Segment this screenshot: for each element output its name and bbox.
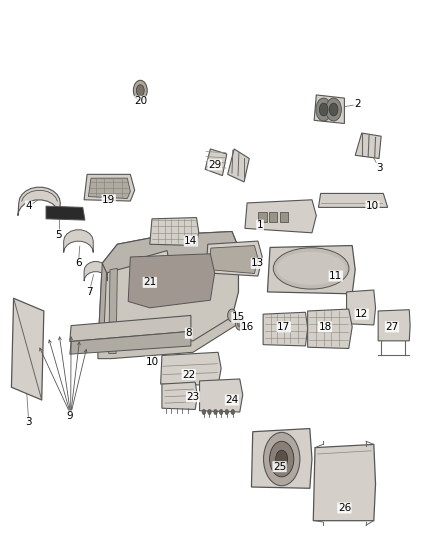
Circle shape (329, 103, 338, 116)
Text: 8: 8 (185, 328, 192, 338)
Polygon shape (355, 133, 381, 158)
Circle shape (219, 409, 223, 415)
Polygon shape (102, 231, 238, 273)
Polygon shape (205, 149, 227, 176)
Polygon shape (268, 246, 355, 294)
Text: 19: 19 (102, 195, 115, 205)
Polygon shape (245, 200, 316, 233)
Circle shape (136, 85, 144, 96)
Polygon shape (206, 241, 262, 276)
Polygon shape (228, 149, 249, 182)
Polygon shape (307, 309, 352, 349)
Polygon shape (128, 254, 215, 308)
Text: 20: 20 (134, 96, 148, 106)
Polygon shape (18, 187, 60, 216)
Polygon shape (263, 312, 307, 346)
Circle shape (134, 80, 147, 101)
Circle shape (231, 409, 235, 415)
Text: 16: 16 (240, 322, 254, 332)
Polygon shape (98, 231, 238, 356)
Circle shape (236, 317, 244, 330)
Text: 27: 27 (385, 322, 399, 332)
Circle shape (326, 98, 341, 121)
Circle shape (228, 309, 236, 322)
Text: 10: 10 (366, 201, 379, 211)
Polygon shape (209, 246, 258, 273)
Text: 7: 7 (86, 287, 92, 297)
Text: 4: 4 (25, 201, 32, 211)
Text: 12: 12 (355, 309, 368, 319)
Polygon shape (145, 251, 169, 284)
Text: 10: 10 (145, 357, 159, 367)
Polygon shape (346, 290, 375, 325)
Text: 22: 22 (182, 369, 195, 379)
Circle shape (276, 450, 288, 468)
Polygon shape (378, 310, 410, 341)
Circle shape (208, 409, 211, 415)
Text: 17: 17 (277, 322, 290, 332)
Polygon shape (98, 314, 238, 359)
Polygon shape (98, 263, 106, 352)
Ellipse shape (273, 248, 349, 289)
Text: 15: 15 (232, 312, 245, 322)
Polygon shape (200, 379, 243, 412)
Polygon shape (313, 445, 375, 521)
Text: 29: 29 (208, 160, 221, 170)
Circle shape (264, 432, 300, 486)
Text: 13: 13 (251, 259, 265, 268)
Text: 25: 25 (273, 462, 286, 472)
Polygon shape (70, 332, 191, 354)
Circle shape (202, 409, 205, 415)
Polygon shape (318, 193, 388, 207)
Polygon shape (84, 174, 134, 201)
Circle shape (225, 409, 229, 415)
Text: 23: 23 (187, 392, 200, 402)
Polygon shape (64, 230, 93, 253)
Ellipse shape (276, 252, 346, 285)
Text: 11: 11 (329, 271, 343, 281)
Polygon shape (84, 262, 107, 281)
Text: 26: 26 (338, 503, 351, 513)
Text: 5: 5 (56, 230, 62, 240)
Text: 2: 2 (354, 100, 361, 109)
Polygon shape (162, 382, 198, 409)
Polygon shape (161, 352, 221, 385)
Polygon shape (251, 429, 312, 488)
Polygon shape (88, 178, 131, 198)
Text: 3: 3 (25, 417, 32, 427)
Circle shape (214, 409, 217, 415)
Polygon shape (109, 269, 117, 353)
Text: 24: 24 (225, 395, 239, 405)
Polygon shape (70, 316, 191, 342)
Text: 3: 3 (376, 163, 382, 173)
Polygon shape (46, 206, 85, 220)
Polygon shape (11, 298, 44, 400)
Bar (269, 213, 277, 222)
Circle shape (237, 320, 242, 327)
Text: 21: 21 (143, 277, 156, 287)
Bar (279, 213, 288, 222)
Bar (258, 213, 267, 222)
Polygon shape (314, 95, 344, 124)
Polygon shape (150, 217, 199, 246)
Text: 1: 1 (257, 220, 263, 230)
Text: 6: 6 (75, 259, 82, 268)
Circle shape (316, 98, 332, 121)
Text: 14: 14 (184, 236, 198, 246)
Circle shape (319, 103, 328, 116)
Circle shape (270, 441, 294, 477)
Text: 9: 9 (67, 411, 73, 421)
Text: 18: 18 (318, 322, 332, 332)
